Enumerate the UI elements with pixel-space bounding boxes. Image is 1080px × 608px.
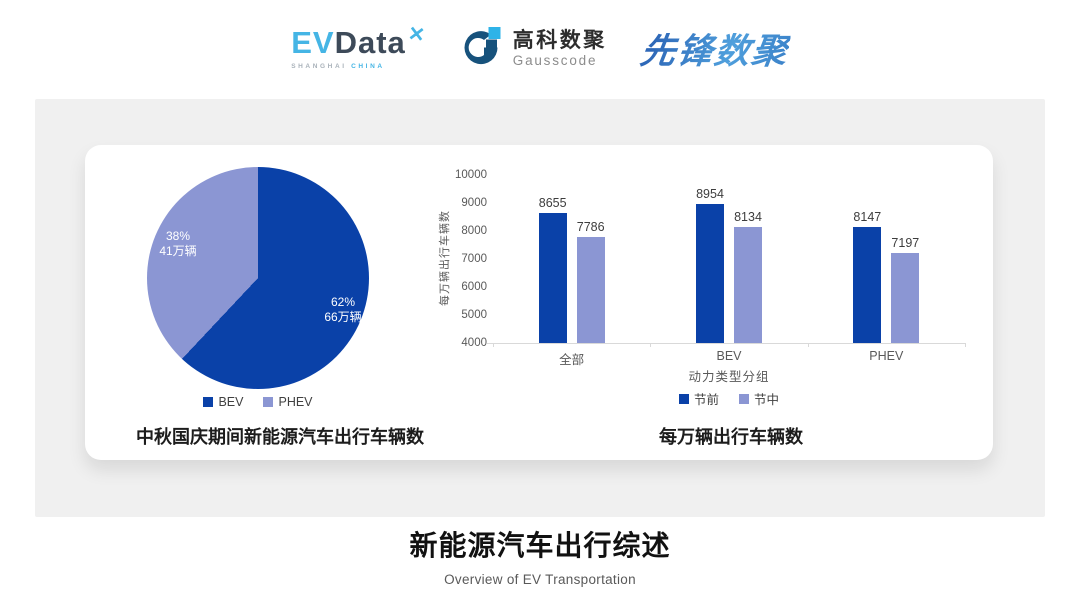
pie-chart-title: 中秋国庆期间新能源汽车出行车辆数 [136, 427, 424, 447]
legend-item: PHEV [263, 395, 313, 409]
category-label: 全部 [559, 353, 585, 367]
bar-series0-cat1 [696, 204, 724, 343]
bev-percent: 62% [330, 295, 356, 309]
bar-x-axis-title: 动力类型分组 [688, 370, 770, 384]
evdata-logo-text: EVData ✕ [291, 23, 427, 60]
evdata-data-text: Data [334, 25, 406, 60]
y-tick-label: 7000 [461, 253, 487, 265]
gausscode-g-icon [464, 27, 501, 65]
y-tick-label: 4000 [461, 337, 487, 349]
legend-item: 节前 [678, 389, 719, 408]
y-tick-label: 6000 [461, 281, 487, 293]
bar-series1-cat2 [891, 253, 920, 343]
page-title: 新能源汽车出行综述 [409, 530, 671, 561]
legend-label: 节中 [754, 393, 780, 407]
bar-value-label: 7786 [576, 219, 605, 234]
evdata-sub-caption: SHANGHAI CHINA [291, 63, 384, 70]
bar-value-label: 8134 [734, 210, 762, 225]
bar-value-label: 8147 [853, 209, 882, 224]
bar-series0-cat0 [538, 212, 567, 343]
legend-swatch-icon [263, 397, 274, 407]
legend-label: PHEV [278, 395, 313, 409]
bar-value-label: 8655 [538, 195, 567, 210]
pie-chart [147, 167, 369, 389]
category-label: PHEV [869, 349, 904, 363]
phev-value: 41万辆 [159, 244, 197, 258]
evdata-shanghai-text: SHANGHAI [291, 63, 347, 70]
chart-card: 38% 41万辆 62% 66万辆 BEV PHEV 中秋国庆期间新能源汽车出行车… [85, 145, 993, 460]
category-label: BEV [716, 349, 742, 363]
evdata-logo: EVData ✕ SHANGHAI CHINA [291, 23, 427, 70]
bev-value: 66万辆 [324, 310, 362, 324]
legend-swatch-icon [739, 393, 749, 404]
bar-value-label: 8954 [696, 187, 724, 202]
bar-chart-section: 每万辆出行车辆数 4000 5000 6000 7000 8000 9000 10000 8… [425, 145, 993, 460]
pie-label-phev: 38% 41万辆 [146, 229, 210, 259]
bar-series1-cat0 [576, 237, 605, 343]
evdata-ev-text: EV [291, 25, 335, 60]
bar-series0-cat2 [853, 226, 882, 343]
gausscode-logo: 高科数聚 Gausscode [458, 25, 607, 71]
bar-chart-title: 每万辆出行车辆数 [659, 427, 803, 447]
x-tick-mark [807, 343, 809, 347]
pie-label-bev: 62% 66万辆 [311, 295, 375, 325]
gausscode-cn-name: 高科数聚 [512, 28, 607, 52]
legend-label: BEV [218, 395, 244, 409]
footer: 新能源汽车出行综述 Overview of EV Transportation [0, 524, 1080, 587]
legend-swatch-icon [203, 397, 214, 407]
legend-swatch-icon [678, 393, 689, 404]
y-tick-label: 5000 [461, 309, 487, 321]
y-tick-label: 8000 [461, 225, 487, 237]
legend-item: 节中 [739, 389, 779, 408]
bar-plot-area: 8655 7786 8954 8134 8147 7197 [493, 175, 965, 343]
pie-chart-section: 38% 41万辆 62% 66万辆 BEV PHEV 中秋国庆期间新能源汽车出行车… [85, 145, 475, 460]
x-tick-mark [650, 343, 652, 347]
bar-legend: 节前 节中 [493, 389, 965, 408]
bar-value-label: 7197 [891, 236, 920, 251]
legend-item: BEV [203, 395, 243, 409]
header: EVData ✕ SHANGHAI CHINA 高科数聚 Gausscode 先… [0, 0, 1080, 96]
pie-legend: BEV PHEV [147, 395, 369, 409]
phev-percent: 38% [165, 229, 191, 243]
y-tick-label: 9000 [461, 197, 487, 209]
pioneer-logo: 先锋数聚 [637, 23, 792, 74]
bar-x-axis-line [487, 343, 965, 344]
evdata-china-text: CHINA [351, 63, 385, 70]
legend-label: 节前 [693, 393, 719, 407]
evdata-star-icon: ✕ [406, 22, 428, 48]
x-tick-mark [965, 343, 966, 347]
x-tick-mark [493, 343, 494, 347]
y-tick-label: 10000 [455, 169, 487, 181]
bar-series1-cat1 [734, 227, 762, 343]
gausscode-en-name: Gausscode [512, 52, 598, 68]
page-subtitle: Overview of EV Transportation [444, 572, 636, 587]
